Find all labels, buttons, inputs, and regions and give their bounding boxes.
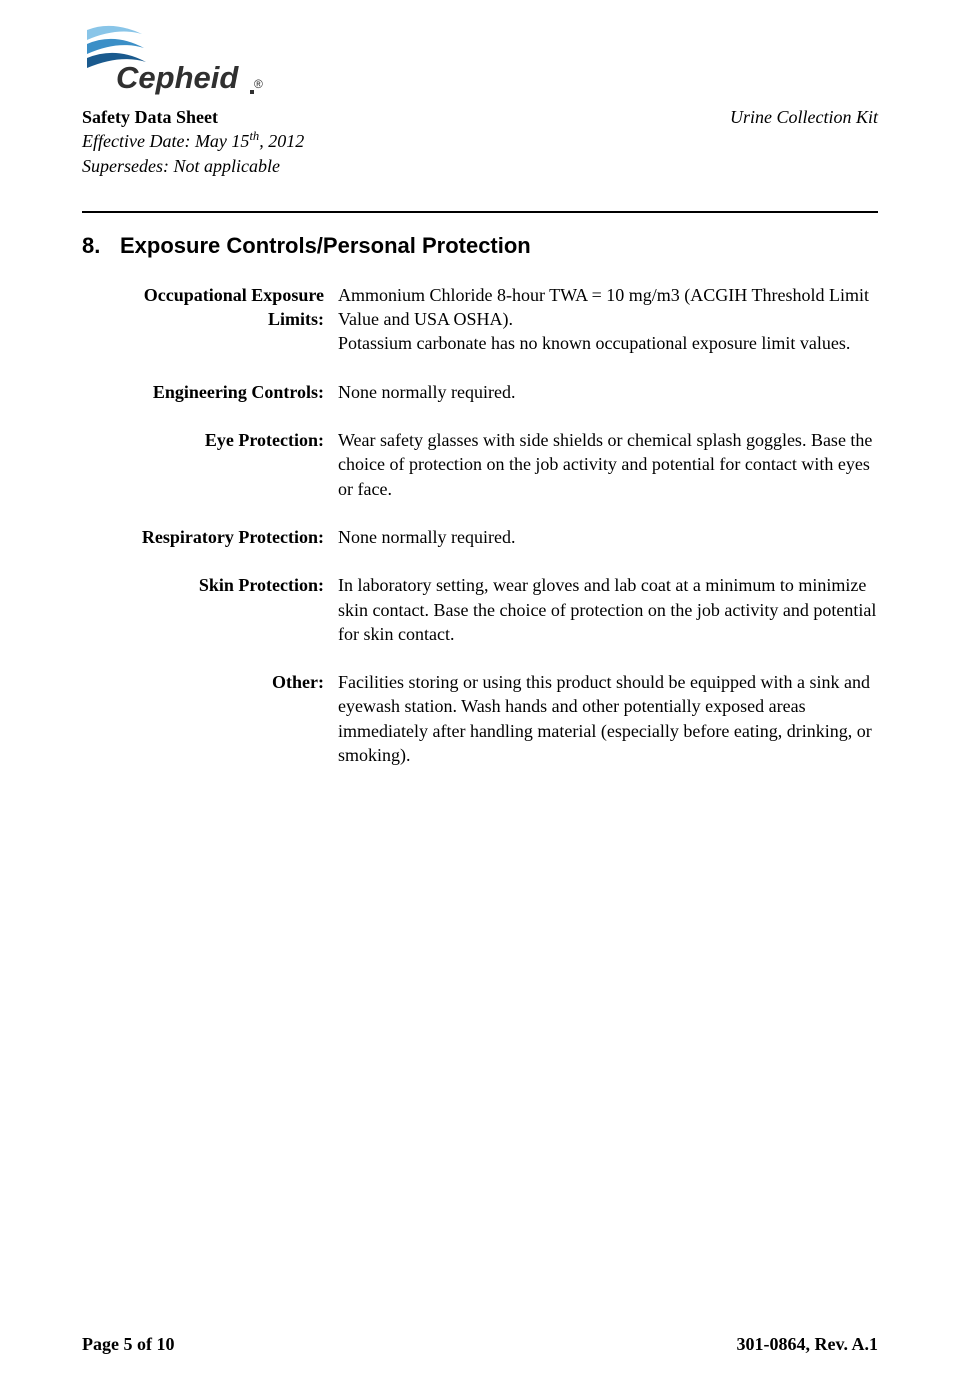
svg-text:Cepheid: Cepheid [116, 60, 239, 95]
field-row: Skin Protection: In laboratory setting, … [106, 573, 878, 646]
page-number: Page 5 of 10 [82, 1334, 174, 1355]
field-row: Respiratory Protection: None normally re… [106, 525, 878, 549]
field-value: None normally required. [338, 525, 878, 549]
field-label: Skin Protection: [106, 573, 338, 646]
field-value: Facilities storing or using this product… [338, 670, 878, 767]
field-label: Eye Protection: [106, 428, 338, 501]
field-row: Other: Facilities storing or using this … [106, 670, 878, 767]
field-value: Ammonium Chloride 8-hour TWA = 10 mg/m3 … [338, 283, 878, 356]
sds-title: Safety Data Sheet [82, 107, 218, 127]
footer: Page 5 of 10 301-0864, Rev. A.1 [82, 1334, 878, 1355]
logo: Cepheid ® [82, 22, 878, 97]
divider [82, 211, 878, 213]
field-label: Engineering Controls: [106, 380, 338, 404]
section-number: 8. [82, 233, 120, 259]
supersedes: Supersedes: Not applicable [82, 154, 304, 178]
field-value: In laboratory setting, wear gloves and l… [338, 573, 878, 646]
field-value: Wear safety glasses with side shields or… [338, 428, 878, 501]
field-row: Engineering Controls: None normally requ… [106, 380, 878, 404]
section-title: 8.Exposure Controls/Personal Protection [82, 233, 878, 259]
section-heading: Exposure Controls/Personal Protection [120, 233, 531, 258]
effective-date: Effective Date: May 15th, 2012 [82, 129, 304, 153]
field-row: Occupational Exposure Limits: Ammonium C… [106, 283, 878, 356]
content-body: Occupational Exposure Limits: Ammonium C… [82, 283, 878, 767]
doc-reference: 301-0864, Rev. A.1 [737, 1334, 879, 1355]
field-value: None normally required. [338, 380, 878, 404]
field-row: Eye Protection: Wear safety glasses with… [106, 428, 878, 501]
cepheid-logo-icon: Cepheid ® [82, 22, 277, 97]
svg-text:®: ® [254, 77, 263, 91]
field-label: Other: [106, 670, 338, 767]
document-header: Safety Data Sheet Effective Date: May 15… [82, 105, 878, 178]
header-left: Safety Data Sheet Effective Date: May 15… [82, 105, 304, 178]
field-label: Occupational Exposure Limits: [106, 283, 338, 356]
field-label: Respiratory Protection: [106, 525, 338, 549]
product-name: Urine Collection Kit [730, 107, 878, 128]
